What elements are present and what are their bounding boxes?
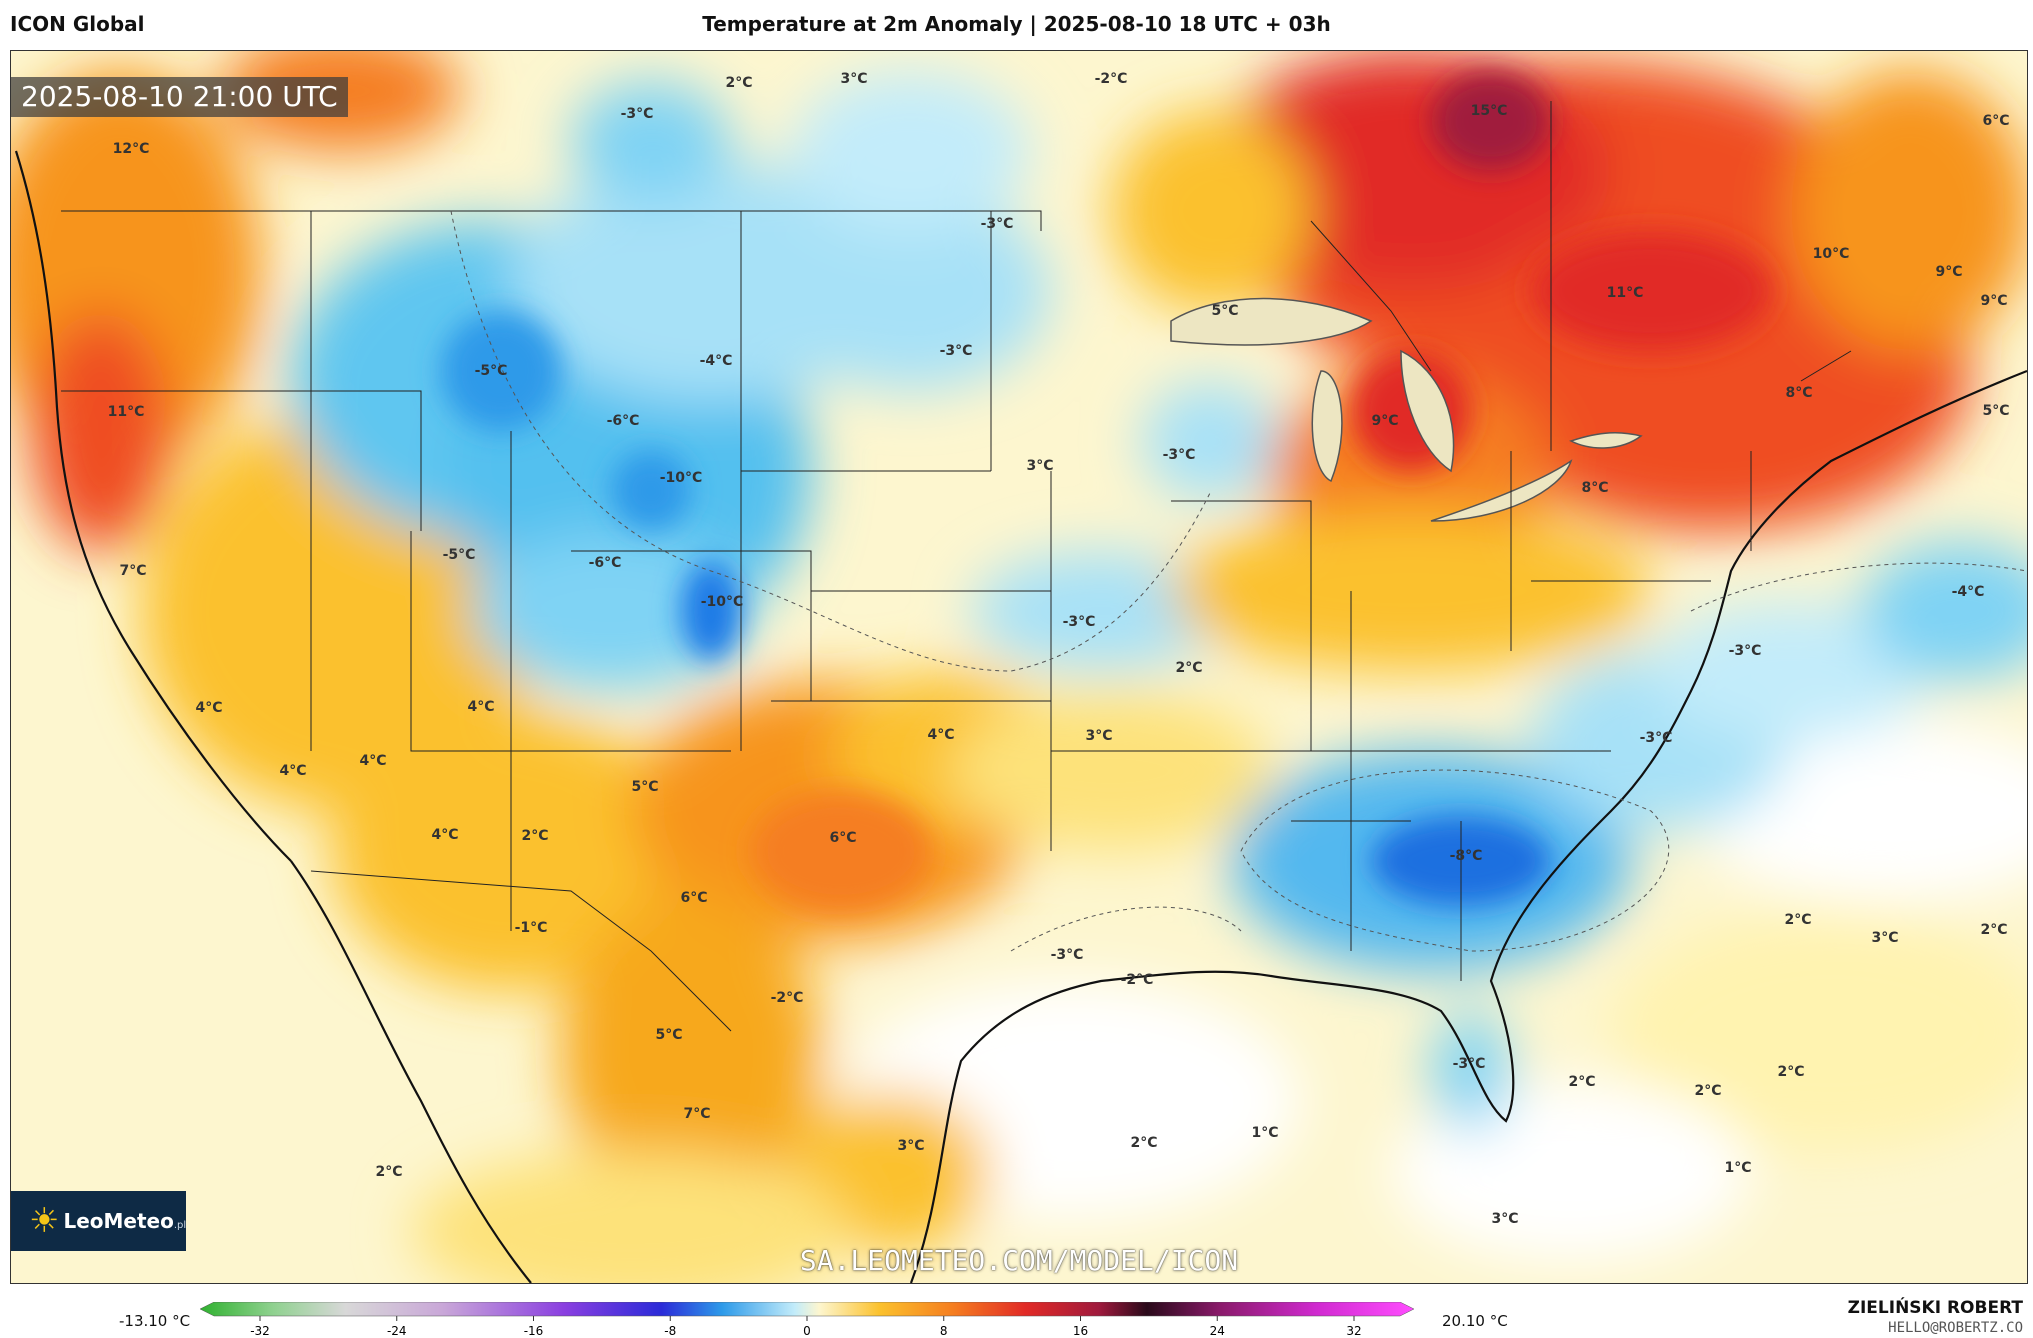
temperature-label: 2°C — [521, 828, 549, 844]
leometeo-logo[interactable]: ☀ LeoMeteo.pl — [11, 1191, 186, 1251]
legend-tick-label: 24 — [1210, 1324, 1225, 1338]
color-legend: -13.10 °C - — [0, 1282, 2033, 1338]
great-lakes — [1170, 297, 1643, 522]
temperature-label: -10°C — [659, 470, 703, 486]
temperature-label: 4°C — [359, 753, 387, 769]
temperature-label: 2°C — [725, 75, 753, 91]
map-canvas — [11, 51, 2027, 1283]
temperature-label: 5°C — [631, 779, 659, 795]
author-credit: ZIELIŃSKI ROBERT — [1847, 1298, 2023, 1318]
temperature-label: -3°C — [1452, 1056, 1486, 1072]
legend-colorbar: -32 -24 -16 -8 0 8 16 24 32 — [200, 1302, 1415, 1338]
temperature-label: -3°C — [1050, 947, 1084, 963]
header-bar: ICON Global Temperature at 2m Anomaly | … — [0, 0, 2033, 50]
valid-time-badge: 2025-08-10 21:00 UTC — [11, 77, 348, 117]
temperature-label: 1°C — [1251, 1125, 1279, 1141]
temperature-label: -3°C — [620, 106, 654, 122]
temperature-label: -3°C — [1728, 643, 1762, 659]
temperature-label: 4°C — [195, 700, 223, 716]
coastlines — [14, 150, 2027, 1283]
legend-tick-label: -16 — [524, 1324, 544, 1338]
temperature-label: -6°C — [588, 555, 622, 571]
temperature-label: 6°C — [829, 830, 857, 846]
temperature-label: 3°C — [1026, 458, 1054, 474]
temperature-label: 8°C — [1785, 385, 1813, 401]
map-title: Temperature at 2m Anomaly | 2025-08-10 1… — [702, 12, 1331, 36]
legend-tick-label: -24 — [387, 1324, 407, 1338]
temperature-label: 9°C — [1980, 293, 2008, 309]
website-watermark: SA.LEOMETEO.COM/MODEL/ICON — [799, 1244, 1239, 1277]
temperature-label: 2°C — [1784, 912, 1812, 928]
temperature-label: -2°C — [770, 990, 804, 1006]
temperature-label: -4°C — [1951, 584, 1985, 600]
temperature-label: 2°C — [1694, 1083, 1722, 1099]
temperature-label: 4°C — [927, 727, 955, 743]
temperature-label: 4°C — [467, 699, 495, 715]
temperature-field-core — [441, 71, 1771, 911]
temperature-label: 5°C — [1982, 403, 2010, 419]
temperature-label: 4°C — [431, 827, 459, 843]
temperature-label: -2°C — [1120, 972, 1154, 988]
temperature-label: 11°C — [107, 404, 145, 420]
temperature-label: -3°C — [1639, 730, 1673, 746]
temperature-label: 10°C — [1812, 246, 1850, 262]
temperature-label: 3°C — [1085, 728, 1113, 744]
temperature-label: -5°C — [474, 363, 508, 379]
temperature-label: 2°C — [1175, 660, 1203, 676]
temperature-label: -5°C — [442, 547, 476, 563]
temperature-label: -1°C — [514, 920, 548, 936]
temperature-label: 3°C — [897, 1138, 925, 1154]
temperature-label: 8°C — [1581, 480, 1609, 496]
legend-tick-label: 0 — [803, 1324, 811, 1338]
temperature-label: 7°C — [119, 563, 147, 579]
author-email[interactable]: HELLO@ROBERTZ.CO — [1888, 1320, 2023, 1336]
logo-tld: .pl — [173, 1220, 187, 1231]
temperature-label: 11°C — [1606, 285, 1644, 301]
sun-icon: ☀ — [29, 1201, 60, 1241]
temperature-label: 2°C — [1980, 922, 2008, 938]
anomaly-contours — [450, 210, 2027, 952]
temperature-label: -3°C — [1062, 614, 1096, 630]
temperature-label: 2°C — [1568, 1074, 1596, 1090]
temperature-label: -10°C — [700, 594, 744, 610]
temperature-label: 9°C — [1371, 413, 1399, 429]
temperature-label: -8°C — [1449, 848, 1483, 864]
logo-name: LeoMeteo.pl — [63, 1209, 186, 1233]
temperature-label: 2°C — [375, 1164, 403, 1180]
legend-tick-label: -8 — [664, 1324, 676, 1338]
temperature-label: 2°C — [1777, 1064, 1805, 1080]
legend-tick-label: -32 — [250, 1324, 270, 1338]
temperature-label: 12°C — [112, 141, 150, 157]
legend-min-value: -13.10 °C — [119, 1312, 191, 1330]
temperature-label: -3°C — [1162, 447, 1196, 463]
temperature-label: 3°C — [840, 71, 868, 87]
temperature-label: 2°C — [1130, 1135, 1158, 1151]
temperature-label: -2°C — [1094, 71, 1128, 87]
temperature-label: 4°C — [279, 763, 307, 779]
temperature-label: 3°C — [1871, 930, 1899, 946]
temperature-label: -4°C — [699, 353, 733, 369]
temperature-label: 5°C — [655, 1027, 683, 1043]
temperature-label: 1°C — [1724, 1160, 1752, 1176]
legend-ticks: -32 -24 -16 -8 0 8 16 24 32 — [250, 1316, 1362, 1338]
model-name: ICON Global — [10, 12, 145, 36]
anomaly-map[interactable]: 2025-08-10 21:00 UTC 12°C 11°C 7°C 4°C 4°C 4°… — [10, 50, 2028, 1284]
temperature-label: -6°C — [606, 413, 640, 429]
temperature-label: 3°C — [1491, 1211, 1519, 1227]
legend-tick-label: 16 — [1073, 1324, 1088, 1338]
legend-tick-label: 32 — [1346, 1324, 1361, 1338]
temperature-label: 7°C — [683, 1106, 711, 1122]
temperature-label: -3°C — [980, 216, 1014, 232]
legend-max-value: 20.10 °C — [1442, 1312, 1508, 1330]
state-borders — [61, 101, 1852, 1032]
temperature-label: 5°C — [1211, 303, 1239, 319]
legend-tick-label: 8 — [940, 1324, 948, 1338]
temperature-label: 15°C — [1470, 103, 1508, 119]
temperature-label: -3°C — [939, 343, 973, 359]
temperature-label: 6°C — [1982, 113, 2010, 129]
legend-gradient — [200, 1302, 1415, 1317]
logo-name-text: LeoMeteo — [63, 1209, 174, 1233]
temperature-label: 6°C — [680, 890, 708, 906]
temperature-label: 9°C — [1935, 264, 1963, 280]
